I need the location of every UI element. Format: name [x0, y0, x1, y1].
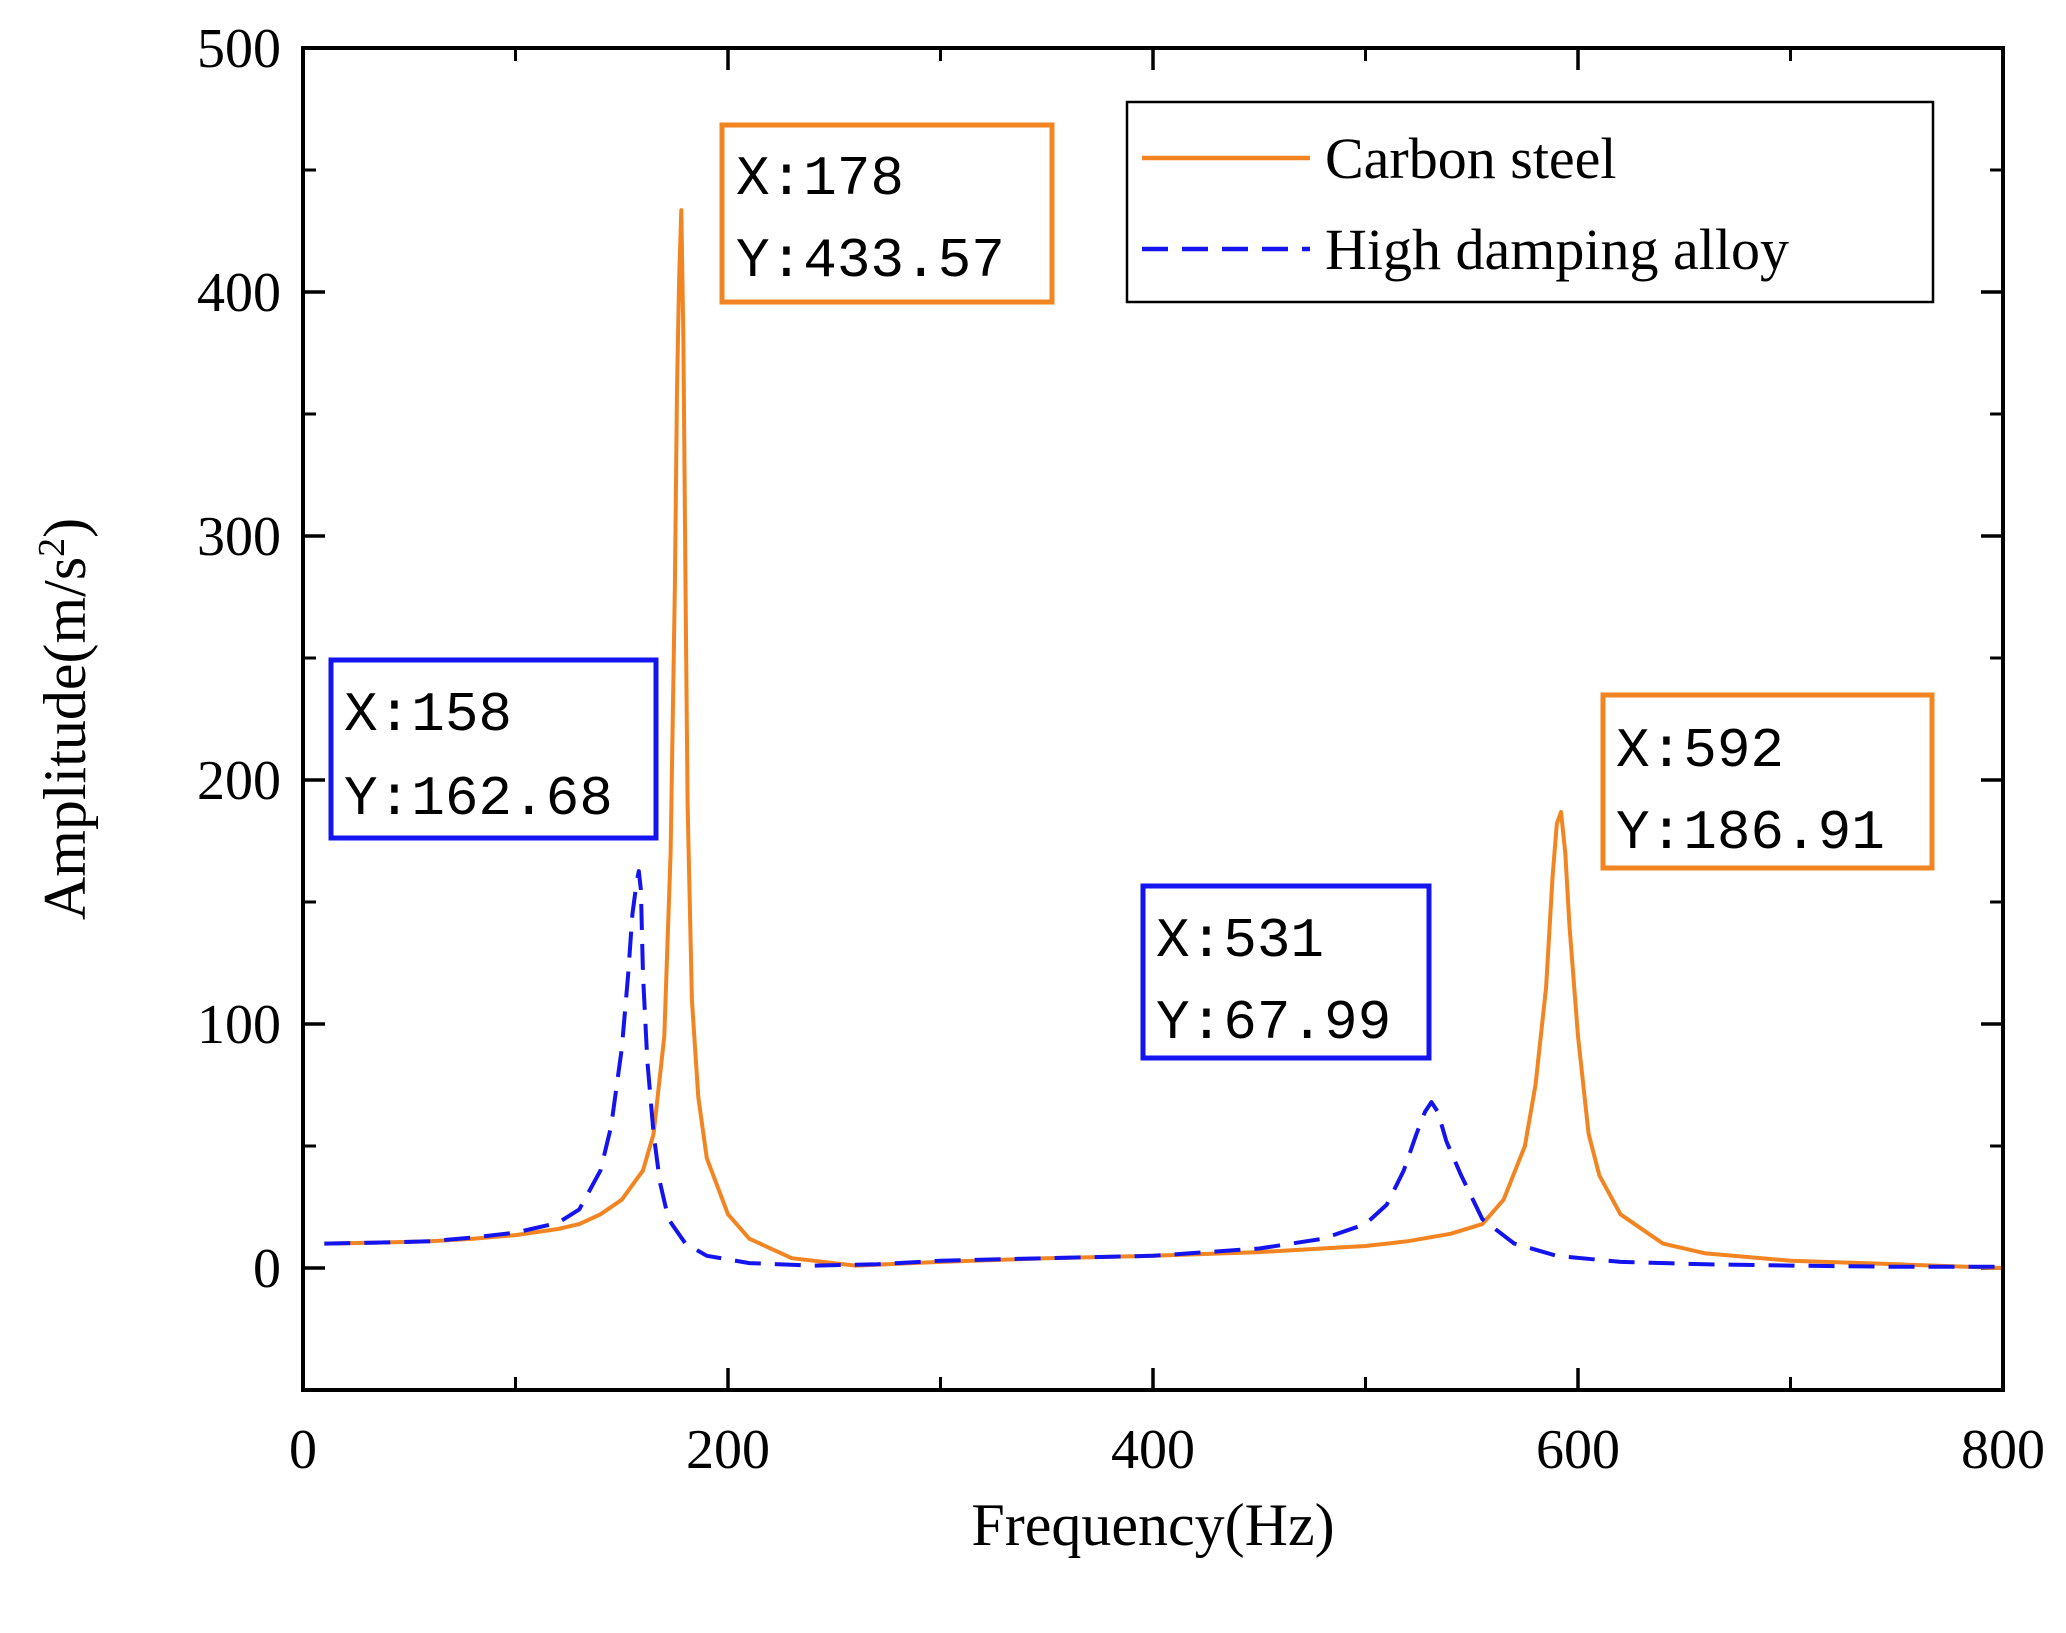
annotation-box: [1140, 883, 1432, 1061]
annotation-y-value: Y:162.68: [344, 767, 613, 831]
annotation-carbon-steel-peak-1: X:178 Y:433.57: [719, 122, 1055, 305]
series-lines: [324, 208, 2004, 1270]
y-tick-label: 300: [197, 506, 281, 568]
y-tick-label: 0: [253, 1238, 281, 1300]
legend: Carbon steel High damping alloy: [1125, 100, 1935, 304]
y-axis-title-close: ): [32, 518, 98, 538]
annotation-y-value: Y:433.57: [736, 229, 1005, 293]
annotation-carbon-steel-peak-2: X:592 Y:186.91: [1600, 692, 1935, 871]
tick-labels: 0 200 400 600 800 0 100 200 300 400 500: [197, 18, 2045, 1481]
annotation-high-damping-peak-1: X:158 Y:162.68: [328, 657, 659, 841]
annotation-box: [719, 122, 1055, 305]
plot-frame: [301, 46, 2005, 1392]
annotation-x-value: X:592: [1616, 719, 1784, 783]
legend-box: [1125, 100, 1935, 304]
y-axis-title: Amplitude(m/s2): [31, 518, 98, 920]
annotation-y-value: Y:67.99: [1156, 991, 1391, 1055]
y-axis-title-superscript: 2: [31, 538, 73, 557]
x-axis-title: Frequency(Hz): [971, 1492, 1334, 1558]
annotation-x-value: X:178: [736, 147, 904, 211]
legend-label-high-damping-alloy: High damping alloy: [1325, 217, 1789, 282]
y-axis-title-main: Amplitude(m/s: [32, 557, 98, 920]
x-tick-label: 600: [1536, 1419, 1620, 1481]
peak-annotations: X:178 Y:433.57 X:158 Y:162.68 X:592 Y:18…: [328, 122, 1935, 1061]
y-tick-label: 500: [197, 18, 281, 80]
annotation-y-value: Y:186.91: [1616, 801, 1885, 865]
legend-label-carbon-steel: Carbon steel: [1325, 126, 1617, 191]
annotation-box: [328, 657, 659, 841]
x-tick-label: 400: [1111, 1419, 1195, 1481]
annotation-box: [1600, 692, 1935, 871]
annotation-x-value: X:158: [344, 683, 512, 747]
x-tick-label: 0: [289, 1419, 317, 1481]
y-tick-label: 100: [197, 994, 281, 1056]
x-tick-label: 800: [1961, 1419, 2045, 1481]
annotation-x-value: X:531: [1156, 909, 1324, 973]
y-tick-label: 200: [197, 750, 281, 812]
annotation-high-damping-peak-2: X:531 Y:67.99: [1140, 883, 1432, 1061]
series-line-high-damping-alloy: [324, 869, 2003, 1269]
y-tick-label: 400: [197, 262, 281, 324]
x-tick-label: 200: [686, 1419, 770, 1481]
